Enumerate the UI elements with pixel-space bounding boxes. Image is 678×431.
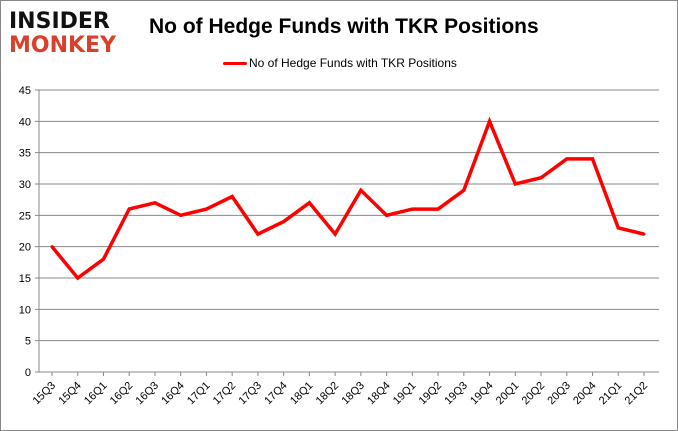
x-tick-label: 21Q1 (597, 380, 625, 408)
data-point (565, 157, 569, 161)
series-line (50, 116, 645, 281)
y-tick-label: 10 (19, 304, 31, 316)
x-tick-label: 20Q1 (494, 380, 522, 408)
x-tick-label: 19Q2 (417, 380, 445, 408)
y-tick-label: 25 (19, 210, 31, 222)
x-tick-label: 18Q4 (365, 380, 393, 408)
logo-line2: MONKEY (9, 33, 117, 58)
data-point (642, 232, 646, 236)
data-point (256, 232, 260, 236)
data-point (230, 195, 234, 199)
y-tick-label: 5 (25, 336, 31, 348)
x-tick-label: 18Q2 (314, 380, 342, 408)
x-tick-label: 17Q2 (211, 380, 239, 408)
logo-line1: INSIDER (9, 9, 110, 34)
x-tick-label: 19Q1 (391, 380, 419, 408)
y-tick-label: 0 (25, 367, 31, 379)
data-point (153, 201, 157, 205)
data-point (591, 157, 595, 161)
data-point (50, 245, 54, 249)
data-point (385, 213, 389, 217)
data-point (76, 276, 80, 280)
data-point (616, 226, 620, 230)
legend: No of Hedge Funds with TKR Positions (223, 56, 457, 70)
x-tick-label: 20Q2 (520, 380, 548, 408)
y-tick-label: 40 (19, 116, 31, 128)
x-tick-label: 19Q3 (442, 380, 470, 408)
data-point (333, 232, 337, 236)
x-tick-label: 15Q4 (56, 380, 84, 408)
x-tick-label: 21Q2 (623, 380, 651, 408)
x-tick-label: 18Q1 (288, 380, 316, 408)
x-tick-label: 18Q3 (339, 380, 367, 408)
data-point (282, 220, 286, 224)
data-point (101, 257, 105, 261)
y-tick-label: 45 (19, 85, 31, 97)
data-point (127, 207, 131, 211)
x-tick-label: 20Q4 (571, 380, 599, 408)
y-tick-label: 35 (19, 148, 31, 160)
x-tick-label: 16Q2 (108, 380, 136, 408)
y-tick-label: 30 (19, 179, 31, 191)
data-point (410, 207, 414, 211)
chart-title: No of Hedge Funds with TKR Positions (149, 15, 539, 38)
x-tick-label: 17Q3 (237, 380, 265, 408)
data-point (307, 201, 311, 205)
x-tick-label: 17Q4 (262, 380, 290, 408)
data-point (539, 176, 543, 180)
x-tick-label: 16Q3 (134, 380, 162, 408)
x-tick-label: 16Q1 (82, 380, 110, 408)
y-tick-label: 20 (19, 242, 31, 254)
x-tick-label: 17Q1 (185, 380, 213, 408)
x-tick-label: 15Q3 (31, 380, 59, 408)
data-point (513, 182, 517, 186)
data-point (359, 188, 363, 192)
x-tick-label: 19Q4 (468, 380, 496, 408)
data-point (179, 213, 183, 217)
y-tick-label: 15 (19, 273, 31, 285)
data-point (204, 207, 208, 211)
insider-monkey-logo: INSIDER MONKEY (9, 9, 127, 58)
data-point (462, 188, 466, 192)
x-tick-label: 20Q3 (545, 380, 573, 408)
legend-label: No of Hedge Funds with TKR Positions (249, 56, 457, 70)
data-point (488, 119, 492, 123)
legend-swatch (223, 61, 247, 65)
data-point (436, 207, 440, 211)
x-tick-label: 16Q4 (159, 380, 187, 408)
